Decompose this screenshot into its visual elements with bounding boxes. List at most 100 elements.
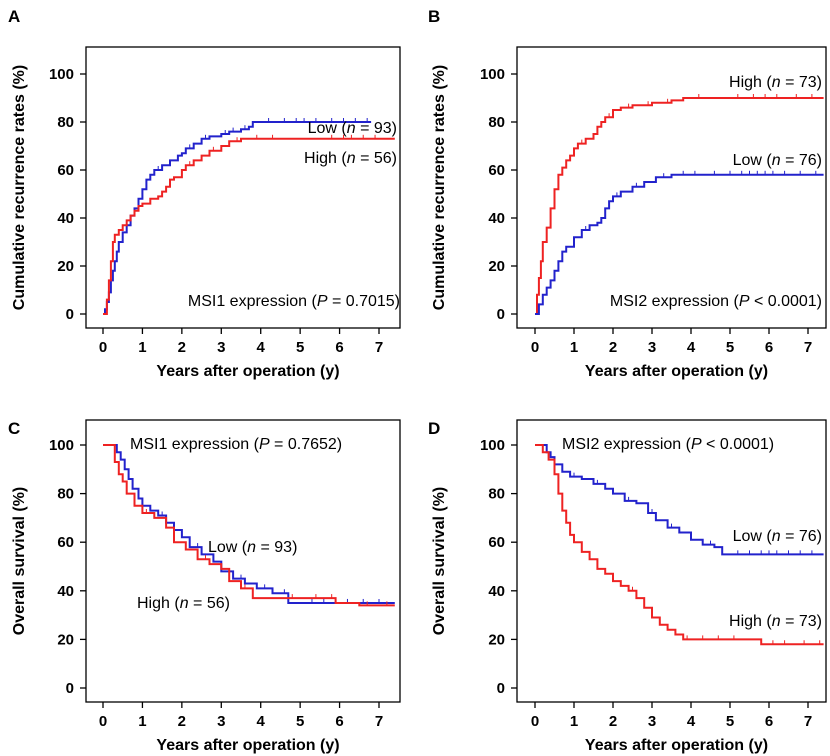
series-label-suffix: = 76) xyxy=(781,152,822,169)
x-tick-label: 7 xyxy=(375,339,383,356)
series-label-low: Low (n = 93) xyxy=(208,539,297,556)
panel-letter: B xyxy=(428,7,440,26)
p-value-annotation: MSI1 expression (P = 0.7652) xyxy=(130,436,342,453)
y-tick-label: 100 xyxy=(480,437,505,454)
series-label-suffix: = 93) xyxy=(256,539,297,556)
y-tick-label: 20 xyxy=(488,258,505,275)
y-tick-label: 40 xyxy=(488,210,505,227)
p-value-annotation: MSI1 expression (P = 0.7015) xyxy=(188,293,400,310)
y-tick-label: 0 xyxy=(66,306,74,323)
x-tick-label: 1 xyxy=(570,713,578,730)
series-label-low: Low (n = 93) xyxy=(308,120,397,137)
series-label-n: n xyxy=(772,528,781,545)
y-tick-label: 0 xyxy=(66,680,74,697)
y-tick-label: 80 xyxy=(488,486,505,503)
plot-frame xyxy=(85,419,401,703)
x-tick-label: 7 xyxy=(375,713,383,730)
p-value-annotation: MSI2 expression (P < 0.0001) xyxy=(562,436,774,453)
x-tick-label: 4 xyxy=(257,339,266,356)
annotation-prefix: MSI2 expression ( xyxy=(610,293,740,310)
annotation-prefix: MSI1 expression ( xyxy=(130,436,260,453)
panel-letter: C xyxy=(8,419,20,438)
y-axis-title: Cumulative recurrence rates (%) xyxy=(431,65,448,310)
series-line-high xyxy=(535,444,824,646)
x-tick-label: 4 xyxy=(687,339,696,356)
series-label-suffix: = 73) xyxy=(781,613,822,630)
series-label-low: Low (n = 76) xyxy=(733,528,822,545)
y-tick-label: 60 xyxy=(57,534,74,551)
annotation-p: P xyxy=(317,293,328,310)
series-label-n: n xyxy=(347,120,356,137)
y-axis-title: Overall survival (%) xyxy=(11,487,28,636)
y-tick-label: 80 xyxy=(57,486,74,503)
x-tick-label: 4 xyxy=(687,713,696,730)
x-tick-label: 1 xyxy=(138,713,146,730)
y-tick-label: 20 xyxy=(57,258,74,275)
annotation-suffix: < 0.0001) xyxy=(750,293,823,310)
series-label-n: n xyxy=(772,74,781,91)
series-label-prefix: Low ( xyxy=(733,152,773,169)
series-label-prefix: Low ( xyxy=(733,528,773,545)
series-label-prefix: High ( xyxy=(304,150,347,167)
x-tick-label: 2 xyxy=(609,339,617,356)
series-label-suffix: = 93) xyxy=(356,120,397,137)
annotation-suffix: < 0.0001) xyxy=(702,436,775,453)
x-tick-label: 2 xyxy=(178,713,186,730)
y-tick-label: 40 xyxy=(57,583,74,600)
x-tick-label: 0 xyxy=(531,713,539,730)
x-tick-label: 1 xyxy=(570,339,578,356)
y-tick-label: 80 xyxy=(57,114,74,131)
x-tick-label: 3 xyxy=(217,713,225,730)
annotation-suffix: = 0.7015) xyxy=(328,293,401,310)
series-label-high: High (n = 56) xyxy=(304,150,397,167)
y-tick-label: 80 xyxy=(488,114,505,131)
x-tick-label: 5 xyxy=(726,713,734,730)
plot-frame xyxy=(516,46,827,329)
x-tick-label: 0 xyxy=(99,713,107,730)
plot-frame xyxy=(85,46,401,329)
p-value-annotation: MSI2 expression (P < 0.0001) xyxy=(610,293,822,310)
series-label-prefix: High ( xyxy=(729,613,772,630)
x-tick-label: 5 xyxy=(726,339,734,356)
panel-letter: A xyxy=(8,7,20,26)
x-axis-title: Years after operation (y) xyxy=(585,737,768,754)
y-tick-label: 20 xyxy=(57,631,74,648)
x-tick-label: 6 xyxy=(765,713,773,730)
y-tick-label: 40 xyxy=(57,210,74,227)
series-label-high: High (n = 73) xyxy=(729,74,822,91)
x-tick-label: 6 xyxy=(765,339,773,356)
annotation-prefix: MSI1 expression ( xyxy=(188,293,318,310)
x-tick-label: 2 xyxy=(609,713,617,730)
plot-frame xyxy=(516,419,827,703)
x-axis-title: Years after operation (y) xyxy=(156,737,339,754)
series-label-suffix: = 76) xyxy=(781,528,822,545)
series-line-low xyxy=(103,444,395,604)
series-label-prefix: Low ( xyxy=(308,120,348,137)
x-tick-label: 0 xyxy=(99,339,107,356)
annotation-p: P xyxy=(691,436,702,453)
y-tick-label: 20 xyxy=(488,631,505,648)
series-label-n: n xyxy=(247,539,256,556)
x-tick-label: 5 xyxy=(296,713,304,730)
series-label-prefix: High ( xyxy=(137,595,180,612)
y-tick-label: 60 xyxy=(488,162,505,179)
series-label-n: n xyxy=(772,152,781,169)
x-axis-title: Years after operation (y) xyxy=(585,363,768,380)
x-tick-label: 6 xyxy=(335,339,343,356)
series-line-high xyxy=(103,444,395,607)
panel-d: D 0 20 40 60 80 100 0 1 2 3 4 5 6 7 Years after operati… xyxy=(428,419,827,754)
x-tick-label: 3 xyxy=(648,713,656,730)
series-label-high: High (n = 56) xyxy=(137,595,230,612)
annotation-p: P xyxy=(259,436,270,453)
series-label-n: n xyxy=(180,595,189,612)
y-axis-title: Cumulative recurrence rates (%) xyxy=(11,65,28,310)
x-tick-label: 7 xyxy=(804,339,812,356)
series-label-n: n xyxy=(347,150,356,167)
panel-c: C 0 20 40 60 80 100 0 1 2 3 4 5 6 7 Years after operati… xyxy=(8,419,401,754)
series-label-suffix: = 56) xyxy=(189,595,230,612)
x-tick-label: 1 xyxy=(138,339,146,356)
annotation-suffix: = 0.7652) xyxy=(270,436,343,453)
y-tick-label: 40 xyxy=(488,583,505,600)
x-tick-label: 5 xyxy=(296,339,304,356)
